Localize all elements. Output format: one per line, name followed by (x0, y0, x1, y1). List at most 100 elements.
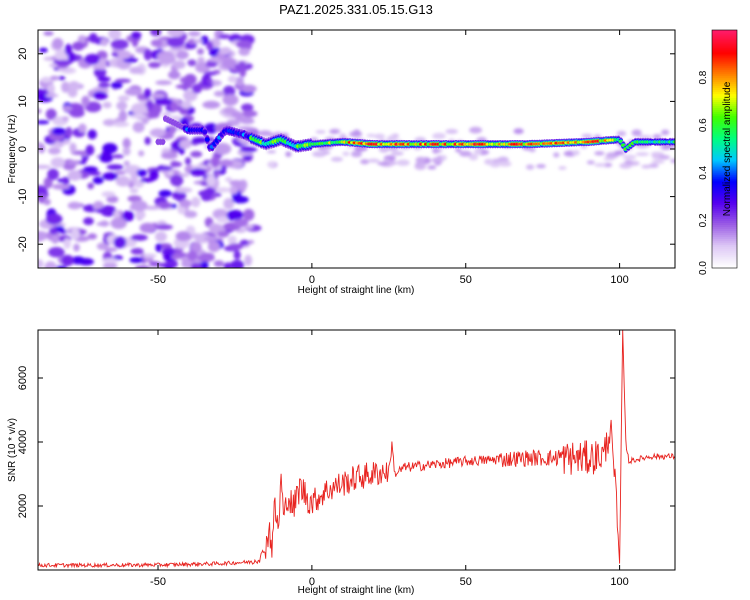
colorbar-cell (712, 107, 737, 110)
spectrogram-cell (45, 108, 57, 121)
spectrogram-cell (187, 250, 198, 261)
spectrogram-cell (247, 240, 255, 244)
colorbar-cell (712, 266, 737, 269)
spectrogram-cell (150, 30, 162, 37)
colorbar-cell (712, 143, 737, 146)
colorbar-cell (712, 97, 737, 101)
spectrogram-cell (130, 247, 144, 255)
colorbar-cell (712, 137, 737, 140)
spectrogram-cell (315, 130, 326, 134)
colorbar-cell (712, 174, 737, 178)
spectrogram-cell (220, 165, 227, 171)
x-tick-label: 0 (309, 274, 315, 286)
x-tick-label: 100 (610, 274, 628, 286)
spectrogram-cell (205, 61, 218, 68)
spectrogram-cell (130, 200, 148, 212)
colorbar-cell (712, 41, 737, 45)
colorbar-cell (712, 135, 737, 138)
spectrogram-cell (223, 262, 233, 268)
colorbar-tick-label: 0.6 (698, 118, 709, 132)
spectrogram-cell (116, 101, 128, 111)
spectrogram-cell (217, 230, 230, 238)
spectrogram-cell (431, 157, 444, 164)
spectrogram-cell (330, 156, 343, 162)
spectrogram-x-ticks: -50 0 50 100 (150, 30, 629, 286)
colorbar-cell (712, 67, 737, 71)
spectrogram-cell (221, 58, 239, 69)
spectrogram-cell (102, 172, 118, 181)
spectrogram-cell (239, 239, 249, 246)
colorbar-cell (712, 238, 737, 241)
colorbar-cell (712, 256, 737, 259)
spectrogram-cell (149, 169, 159, 181)
spectrogram-cell (241, 110, 258, 118)
spectrogram-cell (88, 171, 102, 176)
colorbar-cell (712, 63, 737, 67)
spectrogram-cell (244, 224, 254, 230)
spectrogram-cell (110, 39, 129, 50)
spectrogram-cell (468, 153, 479, 161)
spectrogram-cell (658, 155, 671, 160)
colorbar-cell (712, 200, 737, 204)
spectrogram-cell (243, 155, 252, 161)
colorbar-cell (712, 59, 737, 63)
spectrogram-cell (581, 133, 593, 138)
spectrogram-cell (188, 31, 201, 37)
spectrogram-cell (445, 129, 459, 134)
spectrogram-cell (101, 258, 119, 264)
colorbar-cell (712, 71, 737, 75)
spectrogram-cell (129, 66, 144, 74)
spectrogram-cell (594, 151, 605, 156)
colorbar-cell (712, 103, 737, 106)
spectrogram-cell (226, 209, 244, 220)
spectrogram-cell (110, 81, 123, 89)
spectrogram-cell (164, 264, 174, 268)
spectrogram-cell (51, 234, 59, 244)
spectrogram-cell (50, 157, 66, 168)
spectrogram-cell (102, 262, 118, 268)
spectrogram-cell (661, 146, 671, 150)
colorbar-cell (712, 188, 737, 192)
spectrogram-cell (191, 136, 210, 144)
colorbar-label: Normalized spectral amplitude (722, 81, 733, 216)
spectrogram-y-ticks: -20 -10 0 10 20 (17, 48, 675, 252)
spectrogram-cell (96, 222, 110, 226)
spectrogram-cell (85, 144, 95, 156)
spectrogram-cell (155, 224, 173, 230)
colorbar-cell (712, 220, 737, 223)
spectrogram-cell (187, 59, 197, 67)
colorbar-cell (712, 230, 737, 233)
colorbar-cell (712, 170, 737, 174)
colorbar-cell (712, 39, 737, 43)
spectrogram-cell (87, 129, 97, 140)
colorbar-tick-label: 0.4 (698, 165, 709, 179)
spectrogram-cell (440, 155, 447, 161)
spectrogram-cell (149, 261, 161, 267)
colorbar-cell (712, 202, 737, 206)
colorbar-cell (712, 158, 737, 162)
spectrogram-cell (203, 123, 219, 134)
spectrogram-cell (237, 61, 247, 72)
spectrogram-cell (239, 146, 258, 153)
spectrogram-cell (641, 164, 652, 169)
spectrogram-cell (98, 82, 110, 88)
spectrogram-cell (136, 169, 148, 177)
colorbar-cell (712, 258, 737, 261)
x-tick-label: -50 (150, 576, 166, 588)
spectrogram-cell (170, 101, 179, 112)
colorbar-cell (712, 204, 737, 208)
colorbar-cell (712, 127, 737, 130)
spectrogram-cell (114, 78, 132, 84)
colorbar-cell (712, 61, 737, 65)
spectrogram-cell (238, 47, 250, 56)
spectrogram-cell (210, 155, 220, 168)
spectrogram-cell (72, 41, 85, 51)
spectrogram-cell (98, 58, 107, 70)
spectrogram-cell (175, 50, 189, 60)
spectrogram-cell (179, 139, 192, 149)
x-tick-label: 50 (460, 576, 472, 588)
colorbar-cell (712, 73, 737, 77)
spectrogram-cell (130, 234, 148, 241)
spectrogram-cell (122, 147, 131, 156)
x-tick-label: 50 (460, 274, 472, 286)
